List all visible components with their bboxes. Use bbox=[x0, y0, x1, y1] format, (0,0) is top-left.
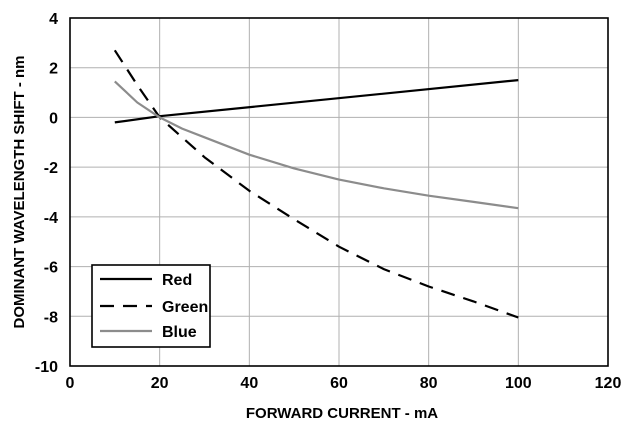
x-tick-label: 40 bbox=[240, 375, 258, 392]
y-tick-label: 0 bbox=[49, 110, 58, 127]
series-line-green bbox=[113, 49, 519, 319]
x-axis-title: FORWARD CURRENT - mA bbox=[246, 405, 438, 422]
y-tick-label: -4 bbox=[44, 210, 58, 227]
series-line-blue bbox=[114, 80, 519, 210]
legend-label-red: Red bbox=[162, 272, 192, 289]
x-tick-label: 0 bbox=[66, 375, 75, 392]
y-axis-title: DOMINANT WAVELENGTH SHIFT - nm bbox=[11, 55, 28, 328]
x-tick-label: 20 bbox=[151, 375, 169, 392]
x-tick-label: 60 bbox=[330, 375, 348, 392]
x-tick-labels: 0 20 40 60 80 100 120 bbox=[66, 375, 622, 392]
series-line-red bbox=[114, 79, 519, 124]
x-tick-label: 80 bbox=[420, 375, 438, 392]
legend: Red Green Blue bbox=[91, 264, 211, 348]
plot-frame bbox=[69, 17, 609, 367]
y-tick-label: -6 bbox=[44, 260, 58, 277]
y-tick-label: -8 bbox=[44, 309, 58, 326]
legend-label-blue: Blue bbox=[162, 324, 197, 341]
y-tick-label: -10 bbox=[35, 359, 58, 376]
y-tick-label: -2 bbox=[44, 160, 58, 177]
x-tick-label: 120 bbox=[595, 375, 622, 392]
series-lines bbox=[113, 49, 519, 319]
y-tick-label: 2 bbox=[49, 61, 58, 78]
x-tick-label: 100 bbox=[505, 375, 532, 392]
y-tick-label: 4 bbox=[49, 11, 58, 28]
legend-label-green: Green bbox=[162, 299, 208, 316]
y-tick-labels: 4 2 0 -2 -4 -6 -8 -10 bbox=[35, 11, 58, 376]
